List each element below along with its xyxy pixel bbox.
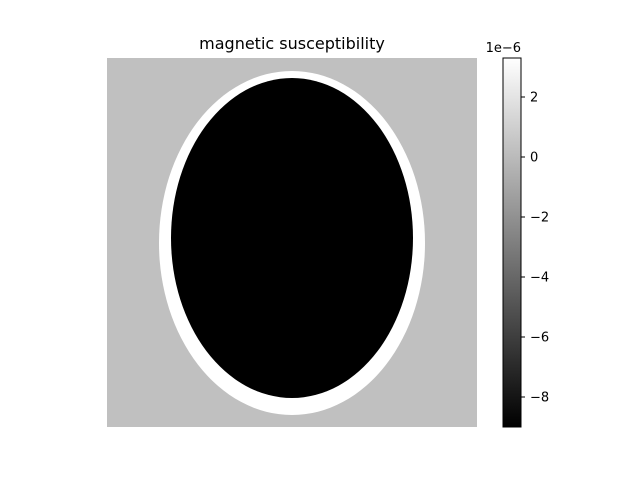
inner-ellipse-region	[171, 78, 413, 398]
colorbar-gradient	[502, 57, 522, 428]
colorbar-tick-label: −4	[530, 271, 549, 286]
colorbar-tick-label: 0	[530, 151, 538, 166]
colorbar-tick-label: −6	[530, 331, 549, 346]
colorbar-ticks: 2 0 −2 −4 −6 −8	[521, 91, 549, 406]
colorbar: 1e−6 2 0 −2 −4 −6 −8	[486, 41, 549, 428]
colorbar-tick-label: 2	[530, 91, 538, 106]
colorbar-scale-label: 1e−6	[486, 41, 521, 56]
susceptibility-map	[107, 58, 477, 427]
chart-title: magnetic susceptibility	[199, 34, 385, 53]
colorbar-tick-label: −2	[530, 211, 549, 226]
colorbar-tick-label: −8	[530, 391, 549, 406]
